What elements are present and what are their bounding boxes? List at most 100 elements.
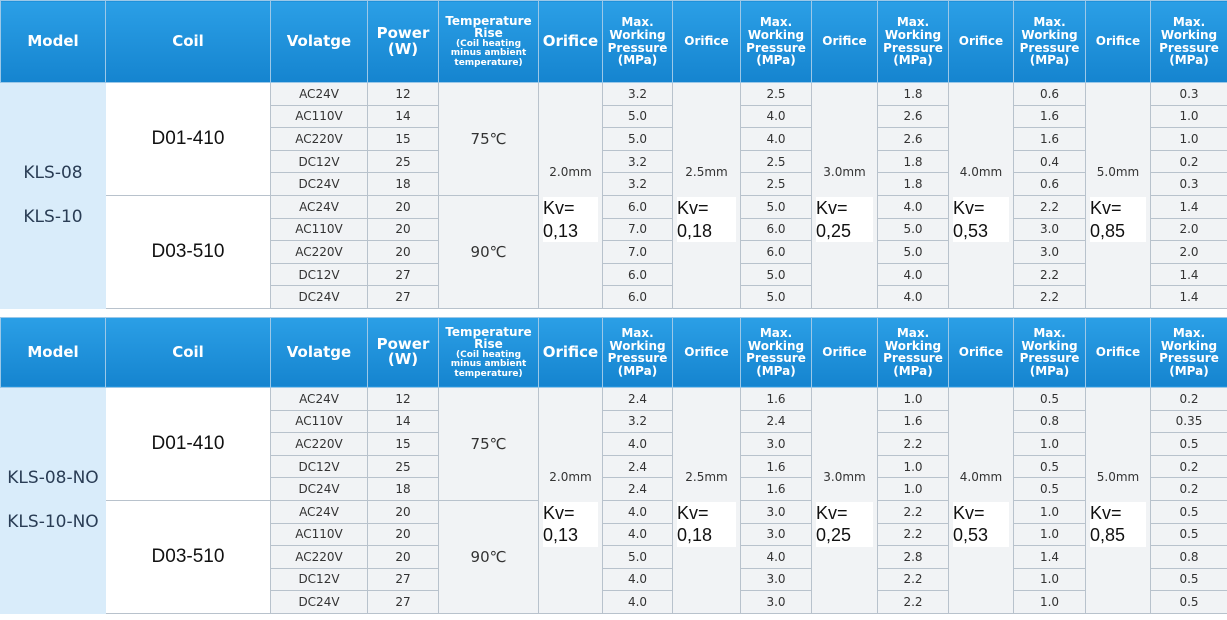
header-text: Model xyxy=(27,342,79,361)
data-row: AC110V 20 7.0 6.0 5.0 3.0 2.0 xyxy=(1,217,1227,242)
kv-text: Kv= xyxy=(816,502,848,523)
pressure: 1.4 xyxy=(1013,545,1086,569)
pressure: 5.0 xyxy=(877,217,949,242)
kv-text: 0,13 xyxy=(543,220,579,241)
pressure: 0.8 xyxy=(1013,409,1086,434)
header-text: Max. Working Pressure (MPa) xyxy=(1159,326,1219,379)
kv-box: Kv= 0,85 xyxy=(1090,197,1146,242)
coil-name: D01-410 xyxy=(105,386,271,501)
kv-text: 0,53 xyxy=(953,220,989,241)
data-row: KLS-08 KLS-10 D01-410 AC24V 12 75℃ 2.0mm Kv= 0,1… xyxy=(0,82,1227,309)
kv-text: 0,85 xyxy=(1090,525,1126,546)
orifice-cell: 5.0mm Kv= 0,85 xyxy=(1085,82,1151,309)
pressure: 1.8 xyxy=(877,172,949,196)
pressure: 6.0 xyxy=(602,262,673,287)
orifice-cell: 4.0mm Kv= 0,53 xyxy=(948,82,1014,309)
power: 12 xyxy=(367,82,439,106)
power: 15 xyxy=(367,432,439,456)
pressure: 2.8 xyxy=(877,545,949,569)
data-row: DC12V 25 3.2 2.5 1.8 0.4 0.2 xyxy=(1,149,1227,174)
pressure: 2.2 xyxy=(1013,285,1086,309)
pressure: 2.5 xyxy=(740,82,812,106)
header-text: Orifice xyxy=(542,342,599,361)
voltage: AC110V xyxy=(270,522,368,547)
header-cell: Volatge xyxy=(270,0,368,83)
pressure: 3.2 xyxy=(602,149,673,174)
orifice-cell: 2.0mm Kv= 0,13 xyxy=(538,82,603,309)
header-cell: Max. Working Pressure (MPa) xyxy=(877,316,949,388)
pressure: 1.0 xyxy=(1013,499,1086,524)
pressure: 5.0 xyxy=(740,285,812,309)
data-row: AC110V 14 3.2 2.4 1.6 0.8 0.35 xyxy=(1,409,1227,434)
header-text: (Coil heating minus ambient temperature) xyxy=(450,38,527,68)
pressure: 1.6 xyxy=(1013,127,1086,151)
pressure: 4.0 xyxy=(740,104,812,129)
kv-text: 0,13 xyxy=(543,525,579,546)
voltage: AC24V xyxy=(270,194,368,219)
header-text: Orifice xyxy=(684,34,729,49)
kv-text: Kv= xyxy=(816,198,848,218)
pressure: 1.6 xyxy=(877,409,949,434)
header-cell: Orifice xyxy=(1085,0,1151,83)
header-cell: Volatge xyxy=(270,316,368,388)
header-cell: Orifice xyxy=(811,316,878,388)
coil-name: D03-510 xyxy=(105,499,271,614)
pressure: 6.0 xyxy=(740,217,812,242)
header-cell: Max. Working Pressure (MPa) xyxy=(1150,0,1227,83)
header-cell: Orifice xyxy=(1085,316,1151,388)
pressure: 0.5 xyxy=(1013,477,1086,501)
pressure: 2.4 xyxy=(740,409,812,434)
voltage: AC24V xyxy=(270,386,368,411)
orifice-cell: 2.5mm Kv= 0,18 xyxy=(672,386,741,614)
pressure: 3.2 xyxy=(602,82,673,106)
kv-box: Kv= 0,85 xyxy=(1090,501,1146,547)
header-cell: Orifice xyxy=(672,0,741,83)
pressure: 5.0 xyxy=(602,104,673,129)
temperature-rise: 90℃ xyxy=(438,499,539,614)
temperature-rise: 90℃ xyxy=(438,194,539,309)
orifice-size: 2.5mm xyxy=(685,165,728,179)
pressure: 0.6 xyxy=(1013,172,1086,196)
data-row: KLS-08-NO KLS-10-NO D01-410 AC24V 12 75℃ 2.0mm… xyxy=(0,386,1227,614)
pressure: 1.0 xyxy=(1013,432,1086,456)
orifice-size: 2.0mm xyxy=(549,165,592,179)
pressure: 1.0 xyxy=(877,477,949,501)
voltage: DC24V xyxy=(270,285,368,309)
coil-name: D03-510 xyxy=(105,194,271,309)
power: 14 xyxy=(367,409,439,434)
kv-text: Kv= xyxy=(953,198,985,218)
data-row: DC12V 25 2.4 1.6 1.0 0.5 0.2 xyxy=(1,454,1227,479)
kv-text: Kv= xyxy=(677,502,709,523)
pressure: 1.4 xyxy=(1150,194,1227,219)
pressure: 0.2 xyxy=(1150,149,1227,174)
pressure: 4.0 xyxy=(877,194,949,219)
pressure: 0.8 xyxy=(1150,545,1227,569)
spec-table: Model Coil Volatge Power (W) Temperature Rise… xyxy=(0,0,1227,309)
temperature-rise: 75℃ xyxy=(438,386,539,501)
kv-box: Kv= 0,25 xyxy=(816,197,873,242)
voltage: AC220V xyxy=(270,127,368,151)
header-text: Orifice xyxy=(958,34,1004,49)
pressure: 1.0 xyxy=(1013,567,1086,592)
header-text: Temperature Rise xyxy=(445,324,532,352)
voltage: DC24V xyxy=(270,590,368,614)
header-cell: Model xyxy=(0,0,106,83)
header-text: Orifice xyxy=(542,31,599,50)
pressure: 4.0 xyxy=(602,499,673,524)
data-row: AC220V 20 5.0 4.0 2.8 1.4 0.8 xyxy=(1,545,1227,569)
header-text: Max. Working Pressure (MPa) xyxy=(1159,15,1219,68)
header-cell: Max. Working Pressure (MPa) xyxy=(1150,316,1227,388)
header-cell: Orifice xyxy=(538,316,603,388)
power: 27 xyxy=(367,262,439,287)
pressure: 3.0 xyxy=(740,590,812,614)
pressure: 0.5 xyxy=(1150,522,1227,547)
power: 15 xyxy=(367,127,439,151)
header-text: Power xyxy=(376,334,430,353)
header-text: Max. Working Pressure (MPa) xyxy=(883,15,943,68)
pressure: 0.6 xyxy=(1013,82,1086,106)
orifice-cell: 5.0mm Kv= 0,85 xyxy=(1085,386,1151,614)
header-text: (W) xyxy=(387,39,419,58)
kv-text: 0,18 xyxy=(677,525,713,546)
pressure: 5.0 xyxy=(602,127,673,151)
pressure: 1.0 xyxy=(1150,104,1227,129)
